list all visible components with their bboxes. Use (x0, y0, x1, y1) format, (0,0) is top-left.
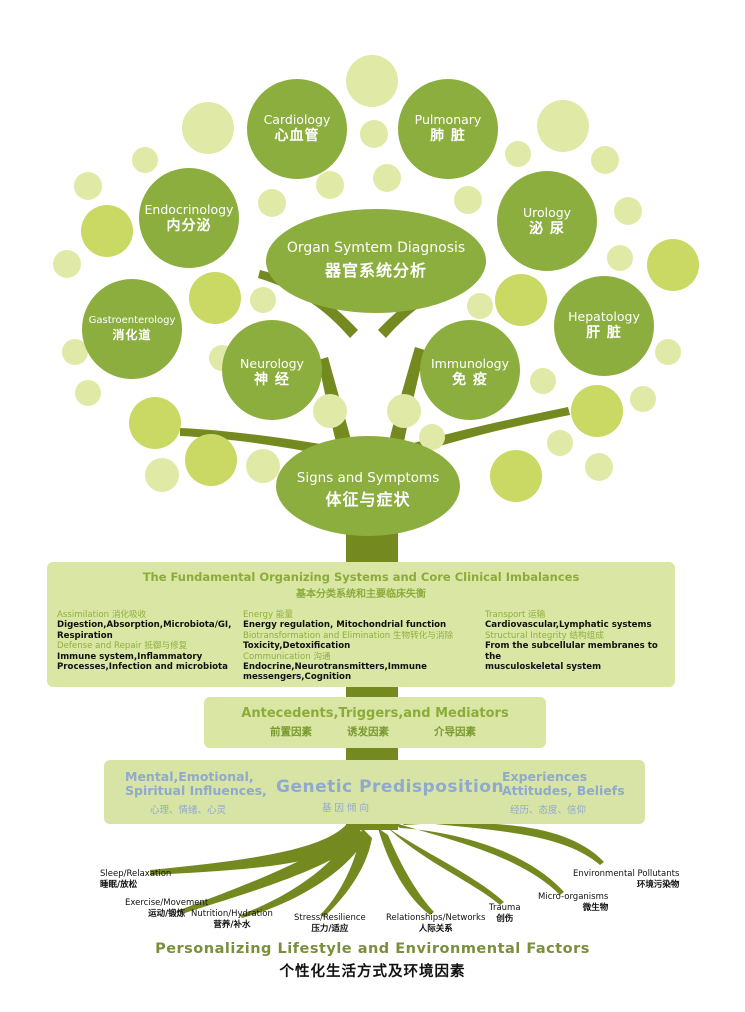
organ-cardiology: Cardiology 心血管 (247, 112, 347, 145)
energy-heading: Energy 能量 (243, 610, 294, 620)
root-label-zh: 创伤 (496, 914, 514, 924)
root-label-zh: 睡眠/放松 (100, 880, 138, 890)
organ-urology: Urology 泌 尿 (497, 205, 597, 238)
antecedents-panel: Antecedents,Triggers,and Mediators 前置因素 … (204, 697, 546, 748)
antecedents-zh-2: 诱发因素 (347, 726, 389, 738)
genetic-right-1: Experiences (502, 769, 588, 784)
genetic-center-zh: 基 因 倾 向 (322, 803, 370, 814)
organ-diagnosis-label: Organ Symtem Diagnosis 器官系统分析 (266, 240, 486, 281)
antecedents-zh-1: 前置因素 (270, 726, 312, 738)
root-sleep: Sleep/Relaxation 睡眠/放松 (100, 869, 171, 891)
organ-label: Cardiology (263, 112, 331, 127)
organ-neurology: Neurology 神 经 (222, 356, 322, 389)
genetic-left-2: Spiritual Influences, (125, 783, 267, 798)
organ-label-zh: 消化道 (112, 327, 152, 342)
organ-label-zh: 神 经 (254, 371, 290, 388)
structural-heading: Structural Integrity 结构组成 (485, 630, 604, 641)
root-nutrition: Nutrition/Hydration 营养/补水 (191, 909, 273, 931)
communication-text: Endocrine,Neurotransmitters,Immune (243, 662, 427, 673)
organ-label: Urology (522, 205, 572, 220)
root-label-en: Micro-organisms (538, 892, 609, 902)
fundamental-col-left: Assimilation 消化吸收 Digestion,Absorption,M… (57, 610, 247, 672)
organ-diagnosis-zh: 器官系统分析 (324, 260, 427, 280)
organ-label: Endocrinology (144, 202, 234, 217)
root-label-zh: 环境污染物 (636, 880, 680, 890)
organ-label-zh: 肺 脏 (430, 127, 466, 144)
root-label-zh: 营养/补水 (213, 920, 251, 930)
organ-label-zh: 泌 尿 (529, 220, 565, 237)
root-label-zh: 微生物 (582, 903, 609, 913)
organ-label: Immunology (431, 356, 509, 371)
footer-title-zh: 个性化生活方式及环境因素 (279, 964, 466, 980)
organ-label: Gastroenterology (88, 315, 176, 326)
defense-text-2: Processes,Infection and microbiota (57, 662, 228, 673)
organ-label: Pulmonary (414, 112, 482, 127)
energy-text: Energy regulation, Mitochondrial functio… (243, 620, 447, 631)
organ-hepatology: Hepatology 肝 脏 (554, 309, 654, 342)
organ-gastroenterology: Gastroenterology 消化道 (82, 315, 182, 343)
root-label-en: Nutrition/Hydration (191, 909, 273, 919)
fundamental-systems-panel: The Fundamental Organizing Systems and C… (47, 562, 675, 687)
organ-pulmonary: Pulmonary 肺 脏 (398, 112, 498, 145)
root-label-en: Relationships/Networks (386, 913, 486, 923)
structural-text-2: musculoskeletal system (485, 662, 602, 673)
organ-label: Neurology (240, 356, 304, 371)
organ-circles (82, 79, 654, 420)
organ-label: Hepatology (568, 309, 640, 324)
root-relationships: Relationships/Networks 人际关系 (386, 913, 485, 935)
decorative-circles (53, 55, 699, 502)
assimilation-heading: Assimilation 消化吸收 (57, 610, 147, 620)
structural-text: From the subcellular membranes to the (485, 641, 658, 662)
organ-label-zh: 肝 脏 (586, 324, 622, 341)
transport-heading: Transport 运输 (485, 610, 546, 620)
root-stress: Stress/Resilience 压力/适应 (294, 913, 366, 935)
signs-ellipse (276, 436, 460, 536)
root-label-en: Environmental Pollutants (573, 869, 680, 879)
root-micro-organisms: Micro-organisms 微生物 (538, 892, 608, 914)
organ-diagnosis-ellipse (266, 209, 486, 313)
footer-title: Personalizing Lifestyle and Environmenta… (155, 941, 590, 957)
signs-en: Signs and Symptoms (296, 470, 440, 486)
communication-heading: Communication 沟通 (243, 651, 331, 662)
biotrans-text: Toxicity,Detoxification (243, 641, 351, 652)
roots (150, 820, 604, 918)
root-pollutants: Environmental Pollutants 环境污染物 (573, 869, 679, 891)
organ-diagnosis-en: Organ Symtem Diagnosis (286, 240, 466, 256)
root-label-zh: 运动/锻炼 (148, 909, 186, 919)
root-label-en: Exercise/Movement (125, 898, 209, 908)
fundamental-title-zh: 基本分类系统和主要临床失衡 (296, 589, 426, 600)
antecedents-title: Antecedents,Triggers,and Mediators (241, 706, 509, 721)
organ-label-zh: 内分泌 (166, 217, 212, 234)
genetic-predisposition-panel: Mental,Emotional, Spiritual Influences, … (104, 760, 645, 824)
root-label-en: Sleep/Relaxation (100, 869, 172, 879)
organ-label-zh: 心血管 (274, 127, 320, 144)
root-label-zh: 人际关系 (418, 924, 453, 934)
assimilation-text: Digestion,Absorption,Microbiota/GI, (57, 620, 232, 631)
defense-text: Immune system,Inflammatory (57, 651, 203, 662)
transport-text: Cardiovascular,Lymphatic systems (485, 620, 652, 631)
genetic-center: Genetic Predisposition (276, 777, 505, 797)
root-label-en: Stress/Resilience (294, 913, 366, 923)
root-trauma: Trauma 创伤 (489, 903, 521, 925)
defense-heading: Defense and Repair 抵御与修复 (57, 641, 188, 652)
organ-immunology: Immunology 免 疫 (420, 356, 520, 389)
communication-text-2: messengers,Cognition (243, 672, 352, 683)
root-label-zh: 压力/适应 (311, 924, 349, 934)
organ-endocrinology: Endocrinology 内分泌 (139, 202, 239, 235)
root-exercise: Exercise/Movement 运动/锻炼 (125, 898, 208, 920)
biotrans-heading: Biotransformation and Elimination 生物转化与消… (243, 630, 454, 641)
organ-label-zh: 免 疫 (452, 371, 488, 388)
genetic-left-1: Mental,Emotional, (125, 769, 254, 784)
fundamental-col-right: Transport 运输 Cardiovascular,Lymphatic sy… (485, 610, 670, 672)
fundamental-title: The Fundamental Organizing Systems and C… (142, 570, 580, 584)
genetic-right-zh: 经历、态度、信仰 (510, 805, 587, 816)
signs-label: Signs and Symptoms 体征与症状 (276, 470, 460, 510)
signs-zh: 体征与症状 (325, 489, 411, 509)
fundamental-col-middle: Energy 能量 Energy regulation, Mitochondri… (243, 610, 483, 683)
genetic-right-2: Attitudes, Beliefs (502, 783, 625, 798)
assimilation-text-2: Respiration (57, 630, 113, 641)
antecedents-zh-3: 介导因素 (434, 726, 476, 738)
root-label-en: Trauma (489, 903, 521, 913)
genetic-left-zh: 心理、情绪、心灵 (150, 805, 227, 816)
